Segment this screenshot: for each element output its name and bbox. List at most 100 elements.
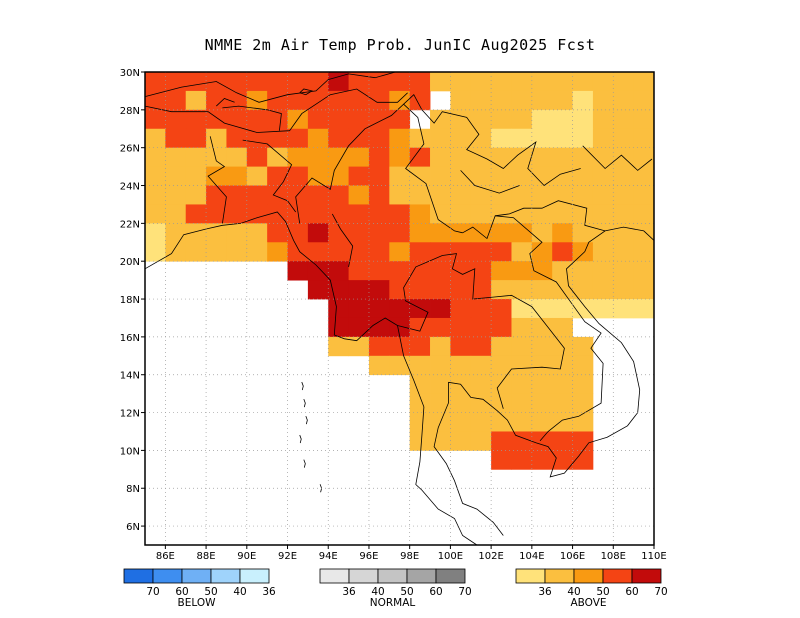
grid-cell <box>450 90 472 111</box>
coastline-segment <box>462 200 606 240</box>
grid-cell <box>572 374 594 395</box>
grid-cell <box>287 147 309 167</box>
grid-cell <box>633 261 655 281</box>
grid-cell <box>307 166 329 186</box>
legend-swatch <box>319 568 350 584</box>
grid-cell <box>267 242 288 262</box>
grid-cell <box>552 280 573 300</box>
grid-cell <box>348 109 370 130</box>
grid-cell <box>348 90 370 111</box>
grid-cell <box>409 185 431 205</box>
grid-cell <box>185 242 207 262</box>
grid-cell <box>307 204 329 224</box>
grid-cell <box>206 242 227 262</box>
lon-tick-label: 96E <box>359 551 378 562</box>
lat-tick-label: 18N <box>120 295 140 306</box>
grid-cell <box>470 72 492 92</box>
lon-tick-label: 86E <box>156 551 175 562</box>
grid-cell <box>613 109 635 130</box>
grid-cell <box>531 128 553 149</box>
grid-cell <box>430 355 451 376</box>
grid-cell <box>633 109 655 130</box>
coastline-segment <box>331 213 354 267</box>
map-title: NMME 2m Air Temp Prob. JunIC Aug2025 Fcs… <box>204 36 596 54</box>
legend-swatch <box>406 568 437 584</box>
grid-cell <box>226 204 248 224</box>
grid-cell <box>430 204 451 224</box>
grid-cell <box>409 355 431 376</box>
grid-cell <box>185 147 207 167</box>
grid-cell <box>145 204 166 224</box>
grid-cell <box>267 128 288 149</box>
grid-cell <box>368 317 390 338</box>
legend-value-label: 50 <box>400 586 413 598</box>
grid-cell <box>409 128 431 149</box>
grid-cell <box>572 393 594 413</box>
grid-cell <box>531 412 553 432</box>
grid-cell <box>592 185 614 205</box>
legend-value-label: 36 <box>342 586 356 598</box>
grid-cell <box>633 72 655 92</box>
grid-cell <box>389 128 411 149</box>
grid-cell <box>552 223 573 243</box>
grid-cell <box>430 261 451 281</box>
grid-cell <box>287 72 309 92</box>
grid-cell <box>348 166 370 186</box>
grid-cell <box>450 128 472 149</box>
lon-tick-label: 98E <box>400 551 419 562</box>
coastline-segment <box>448 226 655 478</box>
legend-value-label: 70 <box>458 586 471 598</box>
grid-cell <box>267 166 288 186</box>
grid-cell <box>328 185 349 205</box>
grid-cell <box>145 185 166 205</box>
legend-swatch <box>348 568 379 584</box>
grid-cell <box>450 166 472 186</box>
grid-cell <box>409 374 431 395</box>
grid-cell <box>511 317 533 338</box>
legend-swatch <box>210 568 241 584</box>
grid-cell <box>409 336 431 357</box>
grid-cell <box>368 242 390 262</box>
grid-cell <box>348 72 370 92</box>
grid-cell <box>450 223 472 243</box>
island-outline <box>303 459 306 468</box>
grid-cell <box>389 336 411 357</box>
grid-cell <box>368 109 390 130</box>
grid-cell <box>552 166 573 186</box>
grid-cell <box>531 242 553 262</box>
grid-cell <box>552 431 573 451</box>
legend-value-label: 70 <box>654 586 667 598</box>
grid-cell <box>531 393 553 413</box>
grid-cell <box>409 261 431 281</box>
grid-cell <box>613 280 635 300</box>
lat-tick-label: 10N <box>120 446 140 457</box>
grid-cell <box>552 336 573 357</box>
grid-cell <box>511 109 533 130</box>
grid-cell <box>470 90 492 111</box>
grid-cell <box>491 450 512 470</box>
legend-value-label: 36 <box>262 586 276 598</box>
grid-cell <box>633 147 655 167</box>
grid-cell <box>246 204 268 224</box>
grid-cell <box>531 223 553 243</box>
grid-cell <box>511 223 533 243</box>
grid-cell <box>145 166 166 186</box>
grid-cell <box>246 223 268 243</box>
legend-value-label: 50 <box>204 586 217 598</box>
grid-cell <box>145 128 166 149</box>
graticule <box>145 72 654 545</box>
grid-cell <box>592 204 614 224</box>
grid-cell <box>450 355 472 376</box>
grid-cell <box>430 128 451 149</box>
grid-cell <box>491 336 512 357</box>
grid-cell <box>470 185 492 205</box>
lat-tick-label: 24N <box>120 182 140 193</box>
grid-cell <box>368 166 390 186</box>
grid-cell <box>572 412 594 432</box>
grid-cell <box>287 185 309 205</box>
grid-cell <box>633 204 655 224</box>
grid-cell <box>226 166 248 186</box>
grid-cell <box>531 109 553 130</box>
grid-cell <box>531 261 553 281</box>
grid-cell <box>552 128 573 149</box>
